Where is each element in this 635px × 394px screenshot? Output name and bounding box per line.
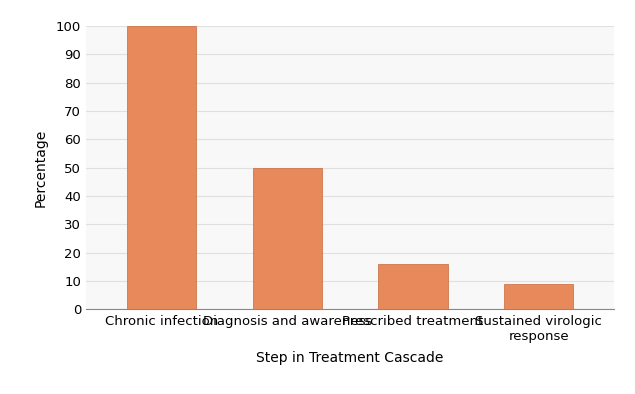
X-axis label: Step in Treatment Cascade: Step in Treatment Cascade	[257, 351, 444, 365]
Bar	[127, 26, 196, 309]
Y-axis label: Percentage: Percentage	[34, 128, 48, 207]
Bar	[253, 167, 322, 309]
Bar	[378, 264, 448, 309]
Bar	[504, 284, 573, 309]
